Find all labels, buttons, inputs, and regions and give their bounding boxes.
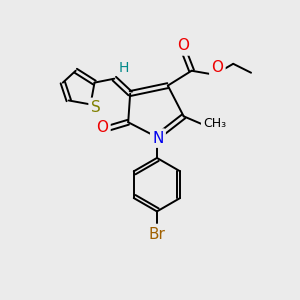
Text: S: S (91, 100, 100, 115)
Text: O: O (177, 38, 189, 53)
Text: CH₃: CH₃ (203, 117, 226, 130)
Text: O: O (96, 120, 108, 135)
Text: N: N (152, 130, 164, 146)
Text: Br: Br (148, 227, 165, 242)
Text: O: O (212, 60, 224, 75)
Text: H: H (119, 61, 129, 75)
